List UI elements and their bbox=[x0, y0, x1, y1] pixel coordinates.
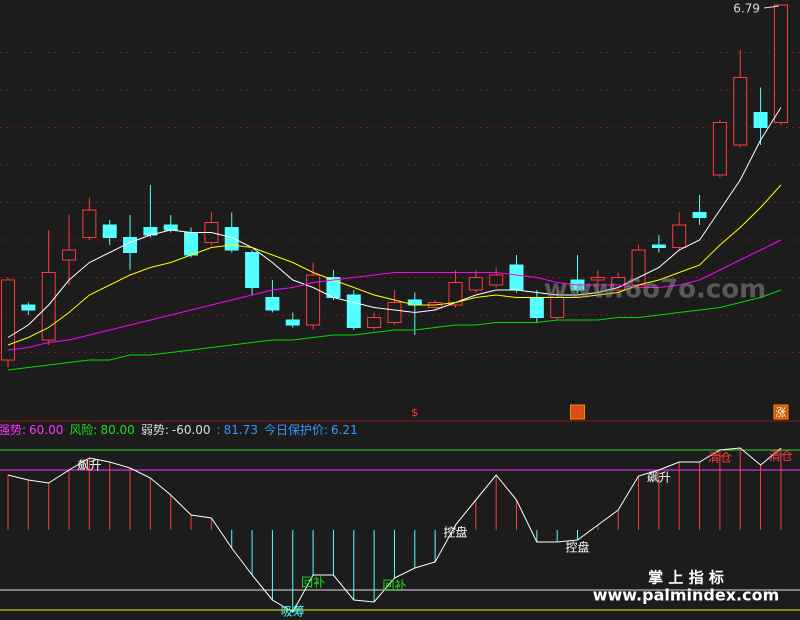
candle-body bbox=[285, 319, 300, 326]
signal-annotation: 控盘 bbox=[566, 540, 590, 555]
watermark-title: 掌 上 指 标 bbox=[648, 569, 724, 587]
indicator-legend: 强势: 60.00 风险: 80.00 弱势: -60.00:81.73 今日保护价: 6.2… bbox=[0, 422, 358, 437]
signal-annotation: 回补 bbox=[301, 576, 325, 590]
candle-body bbox=[245, 252, 260, 288]
legend-value: -60.00 bbox=[172, 423, 211, 437]
candle-body bbox=[62, 249, 77, 261]
legend-name: 今日保护价: bbox=[264, 422, 328, 437]
high-pointer bbox=[763, 5, 779, 9]
candle-body bbox=[468, 277, 483, 291]
moving-average-line bbox=[7, 107, 782, 338]
candle-body bbox=[387, 302, 402, 323]
candle-body bbox=[265, 297, 280, 311]
candle-body bbox=[224, 227, 239, 251]
candle-body bbox=[651, 244, 666, 248]
signal-annotation: 飙升 bbox=[647, 470, 671, 485]
candle-body bbox=[82, 209, 97, 238]
candle-body bbox=[509, 264, 524, 291]
legend-name: 强势: bbox=[0, 423, 26, 437]
candle-body bbox=[1, 279, 15, 361]
candle-body bbox=[773, 4, 788, 123]
signal-annotation: 清仓 bbox=[769, 449, 793, 463]
legend-value: 60.00 bbox=[29, 423, 63, 437]
candle-body bbox=[448, 282, 463, 306]
legend-value: 6.21 bbox=[331, 423, 358, 437]
candle-body bbox=[753, 112, 768, 128]
candle-body bbox=[102, 224, 117, 238]
candle-body bbox=[529, 297, 544, 318]
signal-marker: 预 bbox=[572, 406, 583, 419]
legend-name: 弱势: bbox=[141, 423, 169, 437]
signal-box bbox=[773, 404, 789, 420]
signal-annotation: 回补 bbox=[382, 579, 406, 593]
signal-annotation: 清仓 bbox=[708, 451, 732, 465]
high-label: 6.79 bbox=[733, 2, 760, 16]
candle-body bbox=[489, 274, 504, 286]
signal-marker: $ bbox=[411, 406, 418, 419]
indicator-line bbox=[7, 447, 782, 613]
candle-body bbox=[41, 272, 56, 341]
candle-body bbox=[590, 277, 605, 281]
candle-body bbox=[21, 304, 36, 311]
candle-body bbox=[184, 232, 199, 256]
legend-name: 风险: bbox=[69, 422, 97, 437]
watermark: www.6o7o.com bbox=[544, 275, 766, 305]
candle-body bbox=[733, 77, 748, 146]
legend-name: : bbox=[217, 423, 221, 437]
moving-average-line bbox=[7, 184, 782, 346]
signal-annotation: 控盘 bbox=[443, 525, 467, 540]
candle-body bbox=[692, 212, 707, 218]
candle-body bbox=[163, 224, 178, 231]
signal-annotation: 飙升 bbox=[77, 458, 101, 473]
candle-body bbox=[712, 122, 727, 176]
signal-box bbox=[570, 404, 586, 420]
legend-value: 81.73 bbox=[224, 423, 258, 437]
moving-average-line bbox=[7, 289, 782, 371]
candle-body bbox=[672, 224, 687, 248]
signal-annotation: 吸筹 bbox=[281, 605, 305, 619]
candle-body bbox=[367, 317, 382, 328]
legend-value: 80.00 bbox=[100, 423, 134, 437]
candle-body bbox=[346, 294, 361, 328]
signal-marker: 涨 bbox=[775, 406, 786, 419]
moving-average-line bbox=[7, 239, 782, 351]
candle-body bbox=[306, 274, 321, 326]
watermark-url: www.palmindex.com bbox=[593, 586, 780, 605]
